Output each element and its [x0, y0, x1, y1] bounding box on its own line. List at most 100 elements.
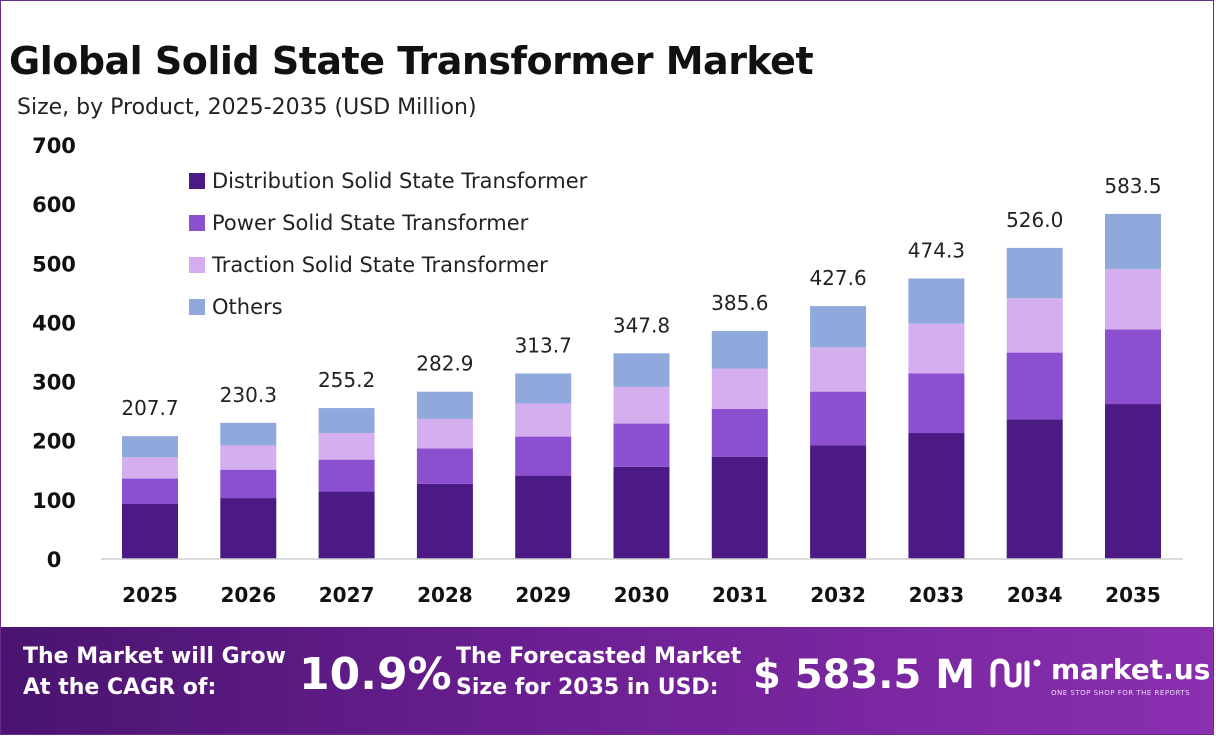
- bar-segment-power: [908, 373, 965, 434]
- bar-segment-traction: [416, 418, 473, 449]
- bar-stacks: [122, 213, 1161, 559]
- total-value-label: 347.8: [613, 313, 670, 337]
- y-tick-label: 600: [32, 193, 76, 217]
- total-value-label: 282.9: [416, 352, 473, 376]
- forecast-label-line2: Size for 2035 in USD:: [456, 675, 719, 700]
- bar-segment-others: [810, 306, 867, 348]
- x-axis-ticks: 2025 2026 2027 2028 2029 2030 2031 2032 2033 2034…: [122, 583, 1161, 607]
- legend-swatch-power: [189, 215, 205, 231]
- total-value-label: 427.6: [809, 266, 866, 290]
- bar-segment-power: [711, 408, 768, 457]
- x-tick-label: 2035: [1105, 583, 1161, 607]
- x-tick-label: 2026: [220, 583, 276, 607]
- footer-banner: The Market will Grow At the CAGR of: 10.…: [1, 627, 1213, 734]
- total-value-label: 583.5: [1104, 174, 1161, 198]
- bar-segment-power: [1105, 329, 1161, 405]
- total-value-label: 385.6: [711, 291, 768, 315]
- bar-segment-distribution: [318, 491, 375, 559]
- legend-label: Traction Solid State Transformer: [211, 253, 548, 277]
- total-value-label: 526.0: [1006, 208, 1063, 232]
- y-tick-label: 200: [32, 430, 76, 454]
- forecast-value: $ 583.5 M: [753, 652, 976, 698]
- total-value-label: 474.3: [908, 238, 965, 262]
- x-tick-label: 2030: [614, 583, 670, 607]
- legend-swatch-others: [189, 299, 205, 315]
- x-tick-label: 2032: [810, 583, 866, 607]
- legend-label: Others: [212, 295, 283, 319]
- y-tick-label: 300: [32, 371, 76, 395]
- total-value-label: 230.3: [220, 383, 277, 407]
- bar-segment-power: [810, 391, 867, 446]
- bar-segment-power: [318, 459, 375, 492]
- bar-segment-distribution: [416, 483, 473, 559]
- bar-segment-power: [220, 469, 277, 499]
- stacked-bar-chart: 0 100 200 300 400 500 600 700 207.7 230.3 255.2 28…: [32, 134, 1183, 607]
- bar-segment-others: [515, 373, 572, 404]
- bar-segment-others: [416, 391, 473, 419]
- bar-segment-traction: [1006, 298, 1063, 353]
- x-tick-label: 2031: [712, 583, 768, 607]
- bar-segment-distribution: [515, 475, 572, 559]
- bar-segment-others: [613, 353, 670, 387]
- total-value-label: 313.7: [515, 333, 572, 357]
- bar-segment-traction: [318, 433, 375, 460]
- brand-name: market.us: [1051, 653, 1211, 686]
- x-tick-label: 2029: [515, 583, 571, 607]
- bar-segment-traction: [220, 445, 277, 470]
- bar-segment-traction: [810, 347, 867, 392]
- total-value-label: 207.7: [121, 396, 178, 420]
- bar-segment-distribution: [908, 433, 965, 559]
- brand-tagline: ONE STOP SHOP FOR THE REPORTS: [1051, 689, 1191, 697]
- bar-segment-others: [1006, 247, 1063, 299]
- legend-label: Power Solid State Transformer: [212, 211, 529, 235]
- bar-segment-distribution: [220, 498, 277, 559]
- bar-segment-distribution: [613, 466, 670, 559]
- bar-segment-distribution: [711, 456, 768, 559]
- bar-segment-others: [1105, 213, 1161, 270]
- y-tick-label: 500: [32, 252, 76, 276]
- legend-swatch-distribution: [189, 173, 205, 189]
- chart-subtitle: Size, by Product, 2025-2035 (USD Million…: [17, 95, 477, 120]
- market-us-logo-icon: [990, 658, 1041, 688]
- y-tick-label: 0: [47, 548, 62, 572]
- cagr-value: 10.9%: [299, 649, 452, 700]
- x-tick-label: 2033: [909, 583, 965, 607]
- y-tick-label: 400: [32, 311, 76, 335]
- y-tick-label: 100: [32, 489, 76, 513]
- bar-segment-others: [122, 436, 178, 458]
- bar-segment-power: [122, 478, 178, 504]
- forecast-label: The Forecasted Market Size for 2035 in U…: [456, 641, 741, 703]
- cagr-label: The Market will Grow At the CAGR of:: [23, 641, 286, 703]
- x-tick-label: 2027: [319, 583, 375, 607]
- y-axis-ticks: 0 100 200 300 400 500 600 700: [32, 134, 76, 572]
- bar-segment-others: [318, 408, 375, 434]
- bar-segment-power: [613, 423, 670, 467]
- bar-segment-traction: [122, 457, 178, 479]
- x-tick-label: 2028: [417, 583, 473, 607]
- x-tick-label: 2025: [122, 583, 178, 607]
- x-tick-label: 2034: [1007, 583, 1063, 607]
- chart-title: Global Solid State Transformer Market: [9, 39, 814, 83]
- total-value-label: 255.2: [318, 368, 375, 392]
- bar-segment-distribution: [1006, 419, 1063, 559]
- bar-segment-distribution: [1105, 404, 1161, 559]
- total-labels: 207.7 230.3 255.2 282.9 313.7 347.8 385.6 427.6…: [121, 174, 1161, 420]
- bar-segment-power: [416, 448, 473, 484]
- y-tick-label: 700: [32, 134, 76, 158]
- brand-logo: market.us ONE STOP SHOP FOR THE REPORTS: [989, 651, 1213, 711]
- forecast-label-line1: The Forecasted Market: [456, 644, 742, 669]
- bar-segment-traction: [711, 368, 768, 409]
- legend-swatch-traction: [189, 257, 205, 273]
- bar-segment-others: [908, 278, 965, 324]
- bar-segment-others: [220, 422, 277, 446]
- bar-segment-traction: [613, 386, 670, 424]
- bar-segment-traction: [908, 323, 965, 374]
- bar-segment-power: [515, 436, 572, 476]
- bar-segment-traction: [1105, 269, 1161, 330]
- bar-segment-distribution: [122, 503, 178, 559]
- bar-segment-power: [1006, 352, 1063, 420]
- cagr-label-line2: At the CAGR of:: [23, 675, 217, 700]
- cagr-label-line1: The Market will Grow: [23, 644, 286, 669]
- bar-segment-traction: [515, 403, 572, 437]
